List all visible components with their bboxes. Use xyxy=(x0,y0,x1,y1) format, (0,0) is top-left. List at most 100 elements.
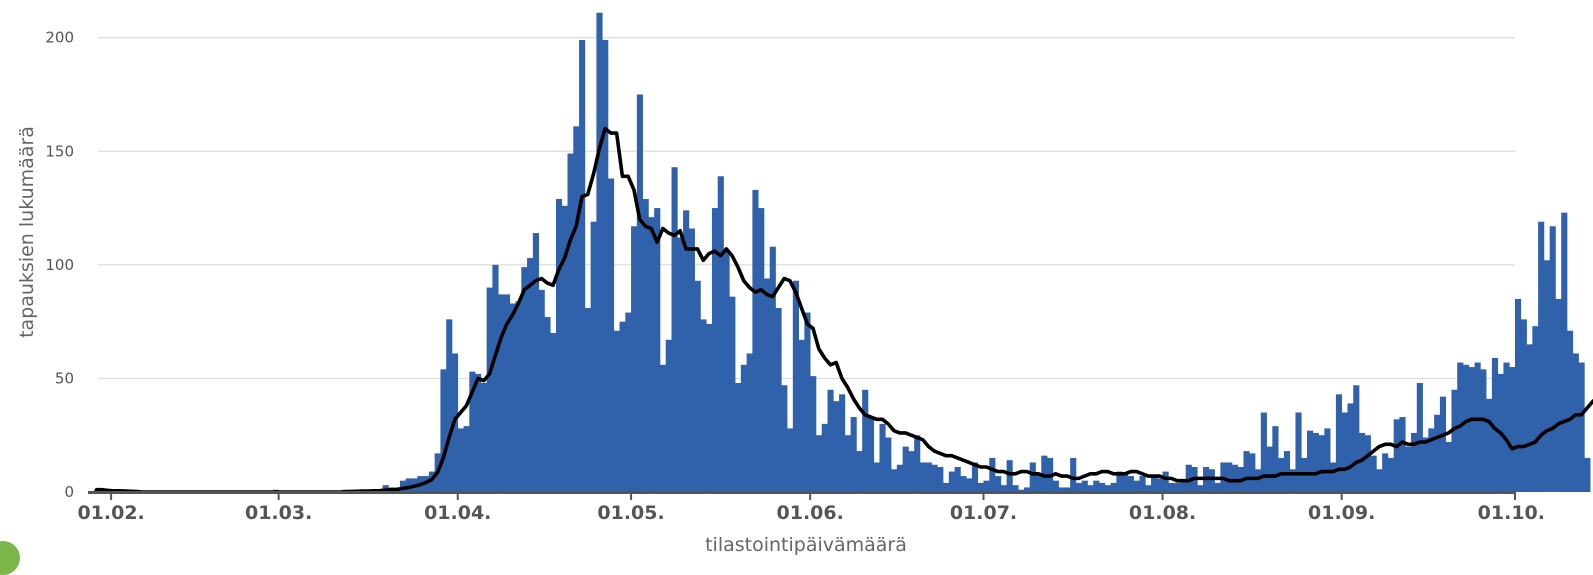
case-bar xyxy=(1515,298,1522,492)
case-bar xyxy=(919,462,927,492)
case-bar xyxy=(798,339,805,492)
case-bar xyxy=(1122,473,1129,492)
case-bar xyxy=(1041,455,1048,492)
case-bar xyxy=(1428,428,1435,492)
x-tick-label: 01.10. xyxy=(1478,502,1545,524)
y-axis-title: tapauksien lukumäärä xyxy=(16,126,38,338)
case-bar xyxy=(1064,487,1071,492)
case-bar xyxy=(1075,482,1083,492)
case-bar xyxy=(735,382,742,492)
x-tick-label: 01.04. xyxy=(424,502,491,524)
case-bar xyxy=(1572,353,1579,492)
case-bar xyxy=(1087,485,1094,492)
case-bar xyxy=(1081,480,1088,492)
case-bar xyxy=(607,178,615,493)
case-bar xyxy=(550,333,557,492)
x-tick-label: 01.07. xyxy=(950,502,1017,524)
case-bar xyxy=(399,480,407,492)
case-bar xyxy=(579,39,586,492)
case-bar xyxy=(1532,326,1539,492)
case-bar xyxy=(1364,435,1371,492)
case-bar xyxy=(966,478,973,492)
case-bar xyxy=(989,457,996,492)
case-bar xyxy=(475,373,482,492)
x-tick-labels: 01.02. 01.03. 01.04. 01.05. 01.06. 01.07. 01.0… xyxy=(77,492,1545,524)
case-bar xyxy=(977,482,984,492)
case-bar xyxy=(1018,489,1025,492)
case-bar xyxy=(659,364,667,492)
case-bar xyxy=(1486,398,1493,492)
case-bar xyxy=(867,417,875,492)
case-bar xyxy=(428,471,435,492)
case-bar xyxy=(752,189,759,492)
case-bar xyxy=(1324,428,1331,492)
case-bar xyxy=(688,228,695,492)
case-bar xyxy=(902,446,909,492)
case-bar xyxy=(1330,462,1337,492)
case-bar xyxy=(954,467,961,492)
case-bar xyxy=(839,394,846,492)
case-bar xyxy=(746,353,753,492)
case-bar xyxy=(1260,412,1267,492)
case-bar xyxy=(596,12,603,492)
case-bar xyxy=(1307,430,1314,492)
case-bar xyxy=(723,251,730,492)
case-bar xyxy=(602,39,609,492)
case-bar xyxy=(1538,221,1545,492)
case-bar xyxy=(1070,457,1077,492)
case-bar xyxy=(850,417,857,492)
case-bar xyxy=(1526,344,1533,492)
case-bar xyxy=(873,462,880,492)
case-bar xyxy=(503,294,511,492)
case-bar xyxy=(486,287,493,492)
case-bar xyxy=(1266,446,1273,492)
case-bar xyxy=(1370,455,1377,492)
case-bar xyxy=(862,389,869,492)
case-bar xyxy=(463,426,470,492)
case-bar xyxy=(555,198,563,492)
case-bar xyxy=(1341,412,1348,492)
case-bar xyxy=(1376,469,1383,492)
case-bar xyxy=(1151,476,1158,492)
case-bar xyxy=(1353,385,1360,492)
case-bar xyxy=(983,480,990,492)
case-bar xyxy=(1578,362,1585,492)
case-bar xyxy=(763,278,771,492)
case-bar xyxy=(625,312,632,492)
case-bar xyxy=(1451,389,1458,492)
case-bar xyxy=(573,126,580,493)
case-bar xyxy=(914,435,921,492)
case-bar xyxy=(1029,462,1036,492)
case-bar xyxy=(821,423,828,492)
y-tick-label: 150 xyxy=(45,142,74,160)
case-bar xyxy=(833,401,840,492)
case-bar xyxy=(1382,453,1389,492)
case-bar xyxy=(1255,469,1262,492)
case-bar xyxy=(1168,482,1175,492)
x-tick-label: 01.03. xyxy=(245,502,312,524)
case-bar xyxy=(1312,432,1319,492)
case-bar xyxy=(925,462,932,492)
x-tick-label: 01.09. xyxy=(1308,502,1375,524)
case-bar xyxy=(1509,367,1516,492)
case-bar xyxy=(584,308,591,492)
case-bar xyxy=(1226,462,1233,492)
case-bar xyxy=(1156,478,1163,492)
case-bar xyxy=(1099,482,1106,492)
case-bar xyxy=(1474,362,1481,492)
case-bar xyxy=(1214,482,1221,492)
case-bar xyxy=(544,317,551,492)
x-tick-label: 01.08. xyxy=(1129,502,1196,524)
case-bar xyxy=(1335,394,1343,492)
case-bar xyxy=(1566,330,1574,492)
case-bar xyxy=(931,464,938,492)
case-bar xyxy=(1104,485,1111,492)
daily-case-bars xyxy=(93,12,1591,493)
case-bar xyxy=(1347,403,1354,492)
case-bar xyxy=(1405,446,1412,492)
case-bar xyxy=(1052,480,1059,492)
case-bar xyxy=(1093,480,1100,492)
case-bar xyxy=(937,467,944,492)
case-bar xyxy=(1480,369,1487,492)
